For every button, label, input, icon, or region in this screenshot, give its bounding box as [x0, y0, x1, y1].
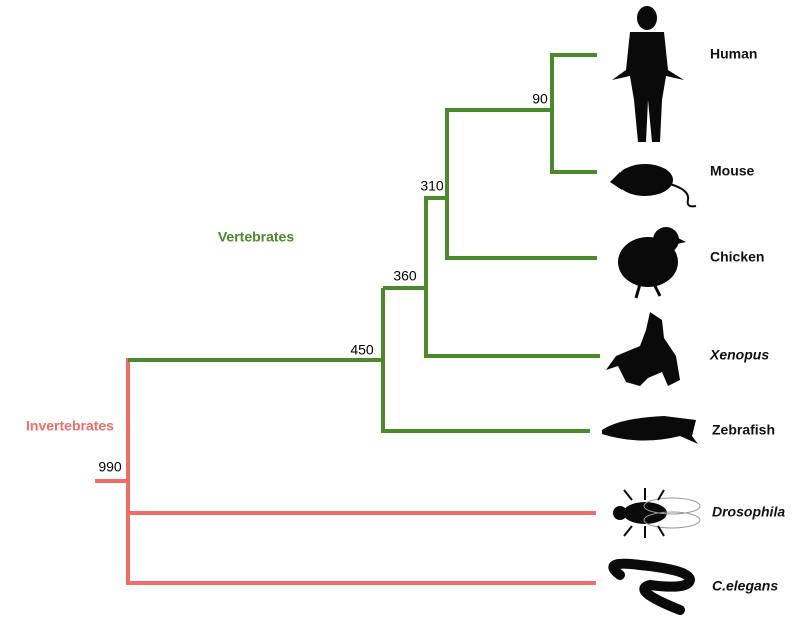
- node-label: 990: [98, 459, 122, 475]
- node-label: 450: [350, 342, 374, 358]
- zebrafish-icon: [602, 416, 698, 444]
- xenopus-icon: [606, 312, 680, 386]
- node-label: 360: [393, 268, 417, 284]
- drosophila-icon: [613, 488, 701, 538]
- silhouettes: [602, 6, 701, 615]
- leaf-label: Xenopus: [709, 347, 769, 363]
- node-label: 90: [532, 91, 548, 107]
- mouse-icon: [610, 164, 697, 208]
- human-icon: [612, 6, 684, 142]
- leaf-label: Chicken: [710, 249, 764, 265]
- invertebrate-branches: [95, 358, 596, 585]
- leaf-label: Zebrafish: [712, 422, 775, 438]
- leaf-label: Drosophila: [712, 504, 785, 520]
- leaf-label: C.elegans: [712, 578, 778, 594]
- group-label: Vertebrates: [218, 229, 294, 245]
- leaf-label: Mouse: [710, 163, 755, 179]
- chicken-icon: [618, 227, 686, 299]
- vertebrate-branches: [128, 53, 600, 433]
- node-label: 310: [420, 178, 444, 194]
- celegans-icon: [608, 558, 696, 615]
- leaf-label: Human: [710, 46, 757, 62]
- group-label: Invertebrates: [26, 418, 114, 434]
